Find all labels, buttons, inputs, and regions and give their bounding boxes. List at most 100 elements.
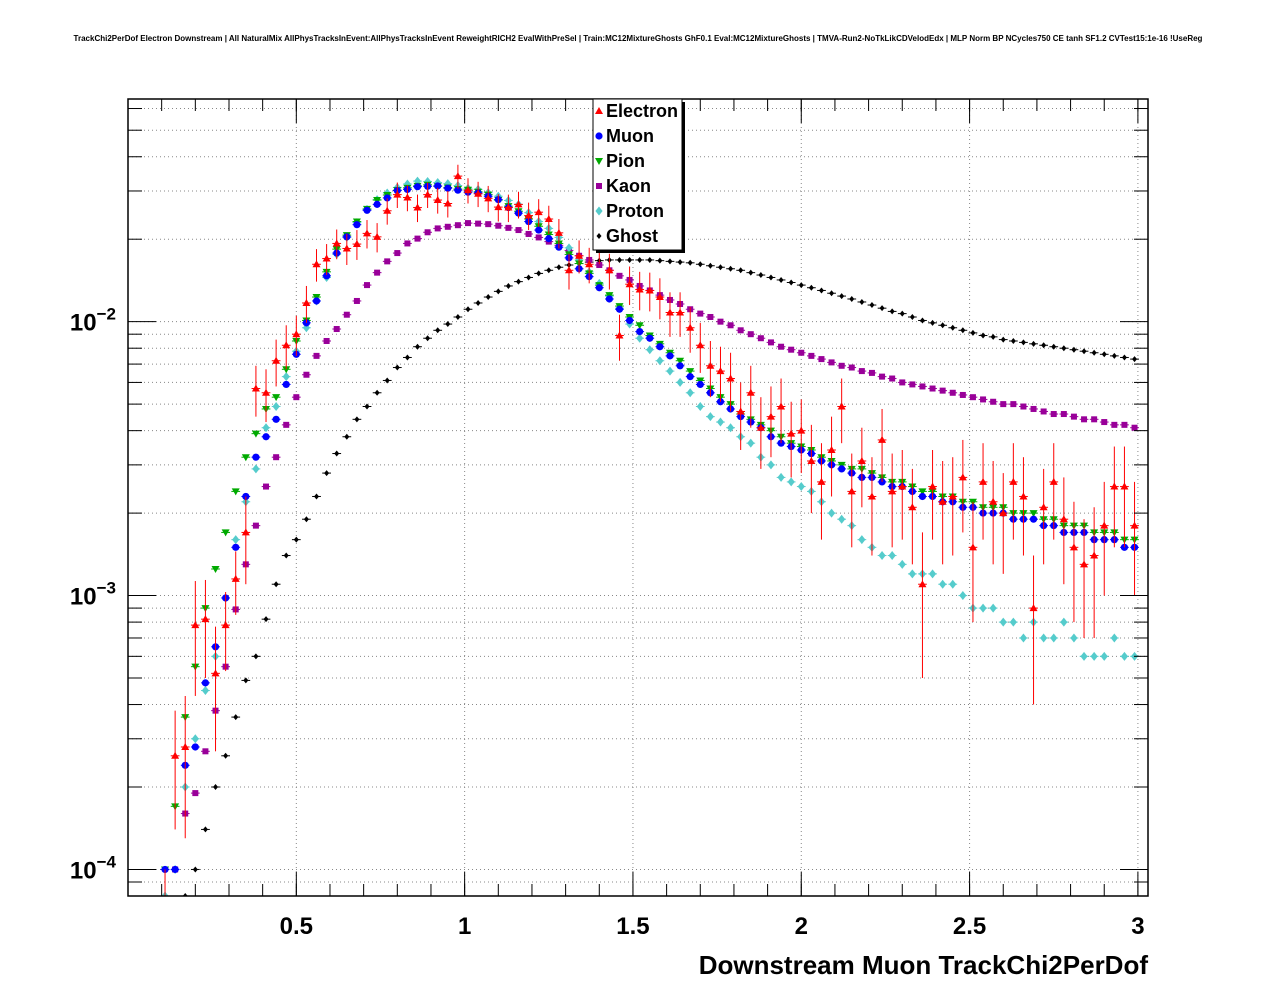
electron-point (655, 293, 664, 301)
legend-marker-electron (595, 107, 603, 114)
electron-point (857, 456, 866, 464)
electron-point (171, 751, 180, 759)
ghost-point (677, 259, 683, 266)
ghost-point (465, 306, 471, 313)
kaon-point (808, 352, 815, 359)
kaon-point (949, 389, 956, 396)
ghost-point (1091, 349, 1097, 356)
ghost-point (909, 313, 915, 320)
muon-point (646, 334, 654, 342)
ghost-point (748, 269, 754, 276)
electron-point (231, 574, 240, 582)
electron-point (443, 199, 452, 207)
kaon-point (364, 282, 371, 289)
proton-point (838, 514, 846, 524)
kaon-point (980, 396, 987, 403)
electron-point (1029, 604, 1038, 612)
proton-point (696, 402, 704, 412)
muon-point (686, 373, 694, 381)
muon-point (605, 295, 613, 303)
muon-point (312, 297, 321, 305)
kaon-point (353, 297, 360, 304)
muon-point (444, 184, 452, 192)
muon-point (262, 433, 270, 441)
electron-point (534, 208, 543, 216)
kaon-point (889, 375, 896, 382)
electron-point (1090, 551, 1099, 559)
electron-point (615, 331, 624, 339)
kaon-point (293, 394, 300, 401)
kaon-point (747, 331, 754, 338)
proton-point (747, 438, 755, 448)
muon-point (535, 226, 543, 234)
proton-point (726, 423, 735, 433)
kaon-point (1101, 419, 1108, 426)
ghost-point (768, 274, 774, 281)
electron-point (807, 456, 816, 464)
kaon-point (969, 394, 976, 401)
electron-point (1019, 492, 1028, 500)
ghost-point (1000, 336, 1006, 343)
electron-point (393, 190, 402, 198)
pion-point (211, 566, 220, 574)
ghost-point (505, 282, 511, 289)
legend-box (592, 98, 683, 251)
electron-point (756, 423, 765, 431)
electron-point (888, 487, 897, 495)
electron-point (1069, 543, 1078, 551)
kaon-point (263, 483, 270, 490)
kaon-point (424, 229, 431, 236)
kaon-point (767, 339, 774, 346)
kaon-point (535, 234, 542, 241)
proton-point (1110, 633, 1118, 643)
ghost-point (293, 536, 299, 543)
ghost-point (738, 267, 744, 274)
electron-point (585, 260, 594, 268)
ghost-point (223, 752, 229, 759)
ghost-point (202, 826, 208, 833)
proton-point (444, 179, 452, 189)
muon-point (615, 305, 624, 313)
electron-point (363, 229, 372, 237)
electron-point (989, 497, 998, 505)
ghost-point (1121, 354, 1127, 361)
pion-point (231, 488, 240, 496)
electron-point (292, 330, 301, 338)
pion-point (686, 368, 695, 376)
proton-point (767, 460, 775, 470)
ghost-point (970, 329, 976, 336)
data-series (160, 164, 1139, 915)
ghost-point (1031, 340, 1037, 347)
legend-marker-kaon (596, 183, 602, 189)
kaon-point (707, 313, 714, 320)
kaon-point (596, 262, 603, 269)
legend-label-muon: Muon (606, 126, 654, 146)
ghost-point (515, 278, 521, 285)
electron-point (867, 492, 876, 500)
muon-point (434, 182, 442, 190)
electron-point (352, 240, 361, 248)
electron-point (948, 492, 957, 500)
kaon-point (909, 381, 916, 388)
ghost-point (546, 267, 552, 274)
proton-point (1080, 651, 1088, 661)
electron-point (797, 426, 806, 434)
electron-point (554, 228, 563, 236)
ghost-point (1041, 342, 1047, 349)
kaon-point (1131, 424, 1138, 431)
electron-point (817, 477, 826, 485)
y-tick-label: 10−3 (70, 579, 116, 611)
ghost-point (455, 313, 461, 320)
kaon-point (454, 222, 461, 229)
proton-point (878, 551, 886, 561)
proton-point (777, 472, 785, 482)
ghost-point (1010, 337, 1016, 344)
ghost-point (344, 433, 350, 440)
pion-point (272, 394, 281, 402)
electron-point (181, 742, 190, 750)
electron-point (979, 477, 988, 485)
muon-point (232, 543, 240, 551)
electron-point (161, 908, 169, 915)
proton-point (666, 366, 674, 376)
ghost-point (940, 322, 946, 329)
